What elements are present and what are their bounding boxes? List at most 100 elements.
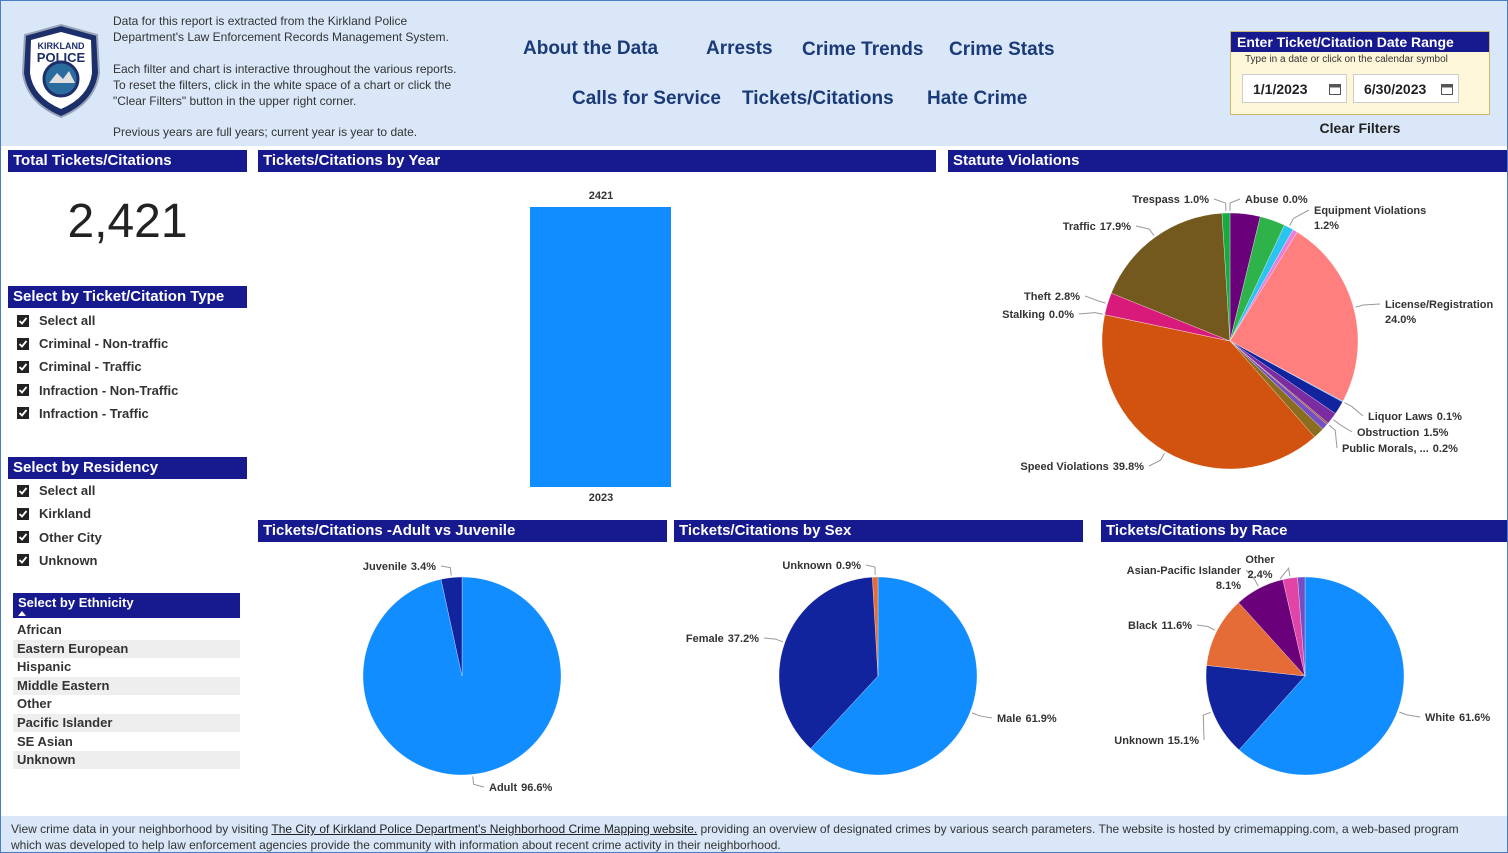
filter-option-label: Criminal - Traffic <box>39 359 142 375</box>
filter-option[interactable]: Select all <box>17 483 95 498</box>
slice-value: 1.2% <box>1314 220 1339 232</box>
filter-option[interactable]: African <box>13 621 240 639</box>
check-path <box>18 363 28 371</box>
data-label: Black 11.6% <box>1128 620 1192 632</box>
checkbox[interactable] <box>17 531 29 544</box>
slice-category: Theft <box>1024 291 1051 303</box>
checkbox[interactable] <box>17 360 29 373</box>
checkbox[interactable] <box>17 314 29 327</box>
calendar-icon[interactable] <box>1441 83 1453 95</box>
footer-text: View crime data in your neighborhood by … <box>11 822 272 836</box>
nav-link[interactable]: Hate Crime <box>927 88 1028 109</box>
slice-category: Female <box>686 633 724 645</box>
check-mark <box>18 533 28 541</box>
info-text: Each filter and chart is interactive thr… <box>113 62 457 76</box>
filter-option[interactable]: Other City <box>17 530 102 545</box>
panel-title: Total Tickets/Citations <box>8 150 247 172</box>
data-label: Theft 2.8% <box>1024 291 1080 303</box>
slice-category: Liquor Laws <box>1368 411 1433 423</box>
filter-option[interactable]: Infraction - Traffic <box>17 406 149 421</box>
filter-option[interactable]: Pacific Islander <box>13 714 240 732</box>
filter-option[interactable]: Unknown <box>17 553 98 568</box>
nav-link[interactable]: Crime Stats <box>949 39 1055 60</box>
filter-option[interactable]: Infraction - Non-Traffic <box>17 383 178 398</box>
panel-title: Statute Violations <box>948 150 1507 172</box>
pie-slice <box>440 576 463 677</box>
check-path <box>18 556 28 565</box>
slice-value: 0.1% <box>1437 411 1462 423</box>
data-label: 2421 <box>589 190 613 202</box>
filter-option[interactable]: Criminal - Non-traffic <box>17 336 168 351</box>
nav-link[interactable]: Arrests <box>706 38 773 59</box>
filter-option[interactable]: SE Asian <box>13 732 240 751</box>
slice-category: Speed Violations <box>1020 461 1108 473</box>
leader-line <box>1078 312 1103 315</box>
filter-option[interactable]: Eastern European <box>13 639 240 658</box>
start-date-input[interactable]: 1/1/2023 <box>1242 74 1347 103</box>
logo-text: KIRKLAND <box>38 41 85 51</box>
info-text: To reset the filters, click in the white… <box>113 78 452 92</box>
filter-option-label: Infraction - Traffic <box>39 405 149 421</box>
slice-category: Male <box>997 713 1021 725</box>
bar <box>530 207 671 487</box>
leader-line <box>865 564 876 576</box>
logo: KIRKLAND POLICE <box>21 23 101 119</box>
check-path <box>18 340 28 348</box>
slice-category: Obstruction <box>1357 427 1420 439</box>
slice-value: 61.6% <box>1459 712 1490 724</box>
nav-link[interactable]: Crime Trends <box>802 39 924 60</box>
data-label: Speed Violations 39.8% <box>1020 461 1144 473</box>
footer-link[interactable]: The City of Kirkland Police Department's… <box>271 822 698 836</box>
footer-text: providing an overview of designated crim… <box>697 822 1459 836</box>
slice-value: 1.5% <box>1423 427 1448 439</box>
info-text: Data for this report is extracted from t… <box>113 14 408 28</box>
x-tick-label: 2023 <box>589 492 613 504</box>
filter-option[interactable]: Unknown <box>13 751 240 770</box>
calendar-icon[interactable] <box>1329 83 1341 95</box>
leader-line <box>472 776 485 788</box>
end-date-input[interactable]: 6/30/2023 <box>1353 74 1459 103</box>
nav-link[interactable]: Calls for Service <box>572 88 721 109</box>
slice-category: Unknown <box>782 560 832 572</box>
filter-option[interactable]: Criminal - Traffic <box>17 359 142 374</box>
info-text: "Clear Filters" button in the upper righ… <box>113 94 357 108</box>
clear-filters-button[interactable]: Clear Filters <box>1319 120 1401 136</box>
filter-option[interactable]: Select all <box>17 313 95 328</box>
total-value: 2,421 <box>67 195 188 248</box>
filter-option-label: Criminal - Non-traffic <box>39 336 169 352</box>
leader-line <box>1084 295 1106 304</box>
date-range-hint: Type in a date or click on the calendar … <box>1245 54 1448 65</box>
data-label: Asian-Pacific Islander 8.1% <box>1127 565 1242 592</box>
data-label: Stalking 0.0% <box>1002 309 1074 321</box>
leader-line <box>1213 198 1227 212</box>
sort-arrow[interactable] <box>18 611 26 616</box>
nav-link[interactable]: Tickets/Citations <box>742 88 894 109</box>
slice-value: 15.1% <box>1168 735 1199 747</box>
filter-option[interactable]: Other <box>13 695 240 714</box>
checkbox[interactable] <box>17 337 29 350</box>
check-path <box>18 510 28 518</box>
filter-option[interactable]: Hispanic <box>13 658 240 677</box>
checkbox[interactable] <box>17 407 29 420</box>
slice-category: Equipment Violations <box>1314 205 1426 217</box>
panel-title: Tickets/Citations by Race <box>1101 520 1507 542</box>
checkbox[interactable] <box>17 554 29 567</box>
check-mark <box>18 386 28 394</box>
slice-value: 0.2% <box>1433 443 1458 455</box>
slice-category: Unknown <box>1114 735 1164 747</box>
date-range-title: Enter Ticket/Citation Date Range <box>1231 32 1489 52</box>
slice-category: Stalking <box>1002 309 1045 321</box>
checkbox[interactable] <box>17 507 29 520</box>
nav-link[interactable]: About the Data <box>523 38 659 59</box>
checkbox[interactable] <box>17 384 29 397</box>
data-label: Other 2.4% <box>1245 554 1275 581</box>
pie-slice <box>1238 576 1405 776</box>
filter-option[interactable]: Kirkland <box>17 506 91 521</box>
leader-line <box>1229 198 1241 211</box>
filter-option[interactable]: Middle Eastern <box>13 676 240 695</box>
leader-line <box>440 565 452 576</box>
start-date: 1/1/2023 <box>1253 81 1308 97</box>
filter-title-text: Select by Ethnicity <box>18 595 134 610</box>
checkbox[interactable] <box>17 484 29 497</box>
slice-category: License/Registration <box>1385 299 1493 311</box>
